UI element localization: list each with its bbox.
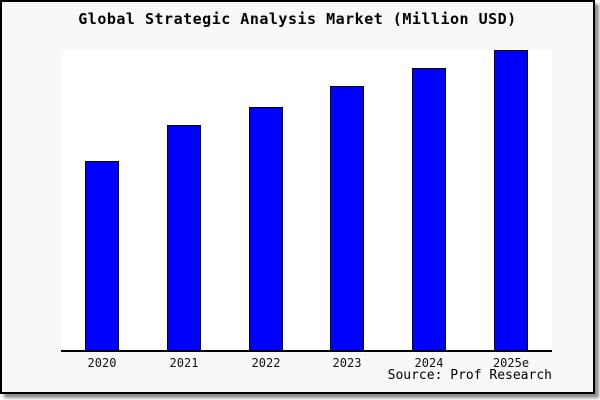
x-tick-label-2022: 2022	[251, 356, 281, 370]
x-tick-label-2021: 2021	[169, 356, 199, 370]
x-tick-label-2023: 2023	[332, 356, 362, 370]
bar-2023	[330, 86, 364, 350]
chart-title: Global Strategic Analysis Market (Millio…	[78, 10, 517, 28]
x-axis-labels: 2020 2021 2022 2023 2024 2025e	[2, 356, 593, 372]
bar-2020	[85, 161, 119, 350]
source-note: Source: Prof Research	[387, 368, 552, 383]
bar-2024	[412, 68, 446, 350]
x-tick-label-2024: 2024	[414, 356, 444, 370]
chart-figure: Global Strategic Analysis Market (Millio…	[0, 0, 595, 394]
bar-2025e	[494, 50, 528, 350]
plot-area	[61, 50, 552, 352]
x-tick-label-2020: 2020	[87, 356, 117, 370]
x-tick-label-2025e: 2025e	[492, 356, 530, 370]
bar-2021	[167, 125, 201, 350]
bar-2022	[249, 107, 283, 350]
